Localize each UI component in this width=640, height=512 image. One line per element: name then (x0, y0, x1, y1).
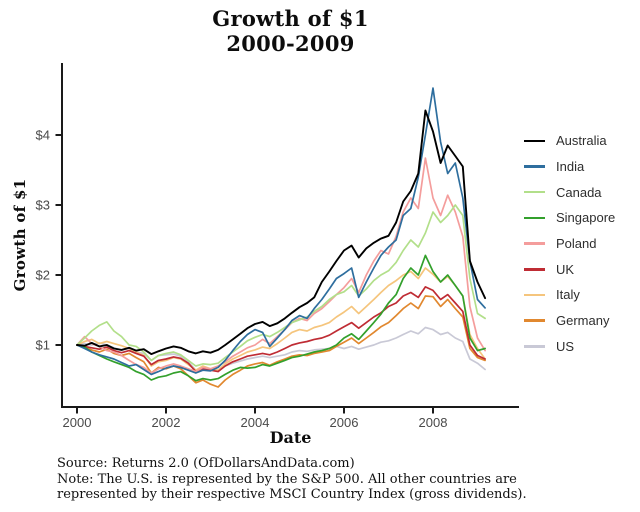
legend-swatch-icon (524, 139, 545, 143)
y-axis-label: Growth of $1 (11, 178, 29, 292)
chart-title: Growth of $1 2000-2009 (0, 6, 581, 56)
x-tick-label: 2008 (419, 415, 448, 430)
legend-swatch-icon (524, 268, 545, 271)
legend-swatch-icon (524, 319, 545, 322)
legend-swatch-icon (524, 345, 545, 348)
y-tick-label: $1 (36, 338, 50, 353)
legend-item-poland: Poland (524, 231, 615, 257)
chart-line-india (76, 87, 486, 376)
legend-item-india: India (524, 154, 615, 180)
x-axis-label: Date (269, 428, 312, 447)
chart-line-uk (76, 286, 486, 373)
y-tick-label: $3 (36, 198, 50, 213)
x-tick-label: 2004 (241, 415, 270, 430)
chart-line-singapore (76, 254, 486, 382)
legend-item-singapore: Singapore (524, 205, 615, 231)
chart-title-line1: Growth of $1 (212, 6, 369, 31)
legend-item-italy: Italy (524, 282, 615, 308)
legend-item-canada: Canada (524, 179, 615, 205)
chart-line-germany (76, 295, 486, 388)
legend-label: UK (556, 261, 575, 277)
legend-swatch-icon (524, 293, 545, 297)
legend-swatch-icon (524, 190, 545, 194)
legend-label: Poland (556, 236, 597, 252)
legend-label: US (556, 338, 575, 354)
legend-item-us: US (524, 334, 615, 360)
legend-label: Italy (556, 287, 580, 303)
footnote-source: Source: Returns 2.0 (OfDollarsAndData.co… (57, 456, 355, 471)
legend-label: Australia (556, 133, 607, 149)
legend-label: Germany (556, 313, 610, 329)
x-tick-label: 2002 (152, 415, 181, 430)
legend-item-germany: Germany (524, 308, 615, 334)
footnote: Source: Returns 2.0 (OfDollarsAndData.co… (57, 456, 527, 503)
y-tick-label: $2 (36, 268, 50, 283)
y-tick-label: $4 (36, 128, 50, 143)
footnote-note-line2: represented by their respective MSCI Cou… (57, 487, 527, 502)
legend-label: Canada (556, 184, 602, 200)
legend-swatch-icon (524, 216, 545, 220)
legend-swatch-icon (524, 165, 545, 168)
footnote-note-line1: Note: The U.S. is represented by the S&P… (57, 471, 517, 487)
chart-line-canada (76, 204, 486, 367)
legend-swatch-icon (524, 242, 545, 245)
legend-item-australia: Australia (524, 128, 615, 154)
chart-title-line2: 2000-2009 (226, 31, 355, 56)
legend-item-uk: UK (524, 256, 615, 282)
axes-frame (61, 63, 519, 408)
legend-label: Singapore (556, 210, 616, 226)
x-tick-label: 2000 (63, 415, 92, 430)
legend-label: India (556, 159, 585, 175)
chart-line-australia (76, 109, 487, 356)
x-tick-label: 2006 (330, 415, 359, 430)
legend: Australia India Canada Singapore Poland UK Ita… (524, 128, 615, 359)
